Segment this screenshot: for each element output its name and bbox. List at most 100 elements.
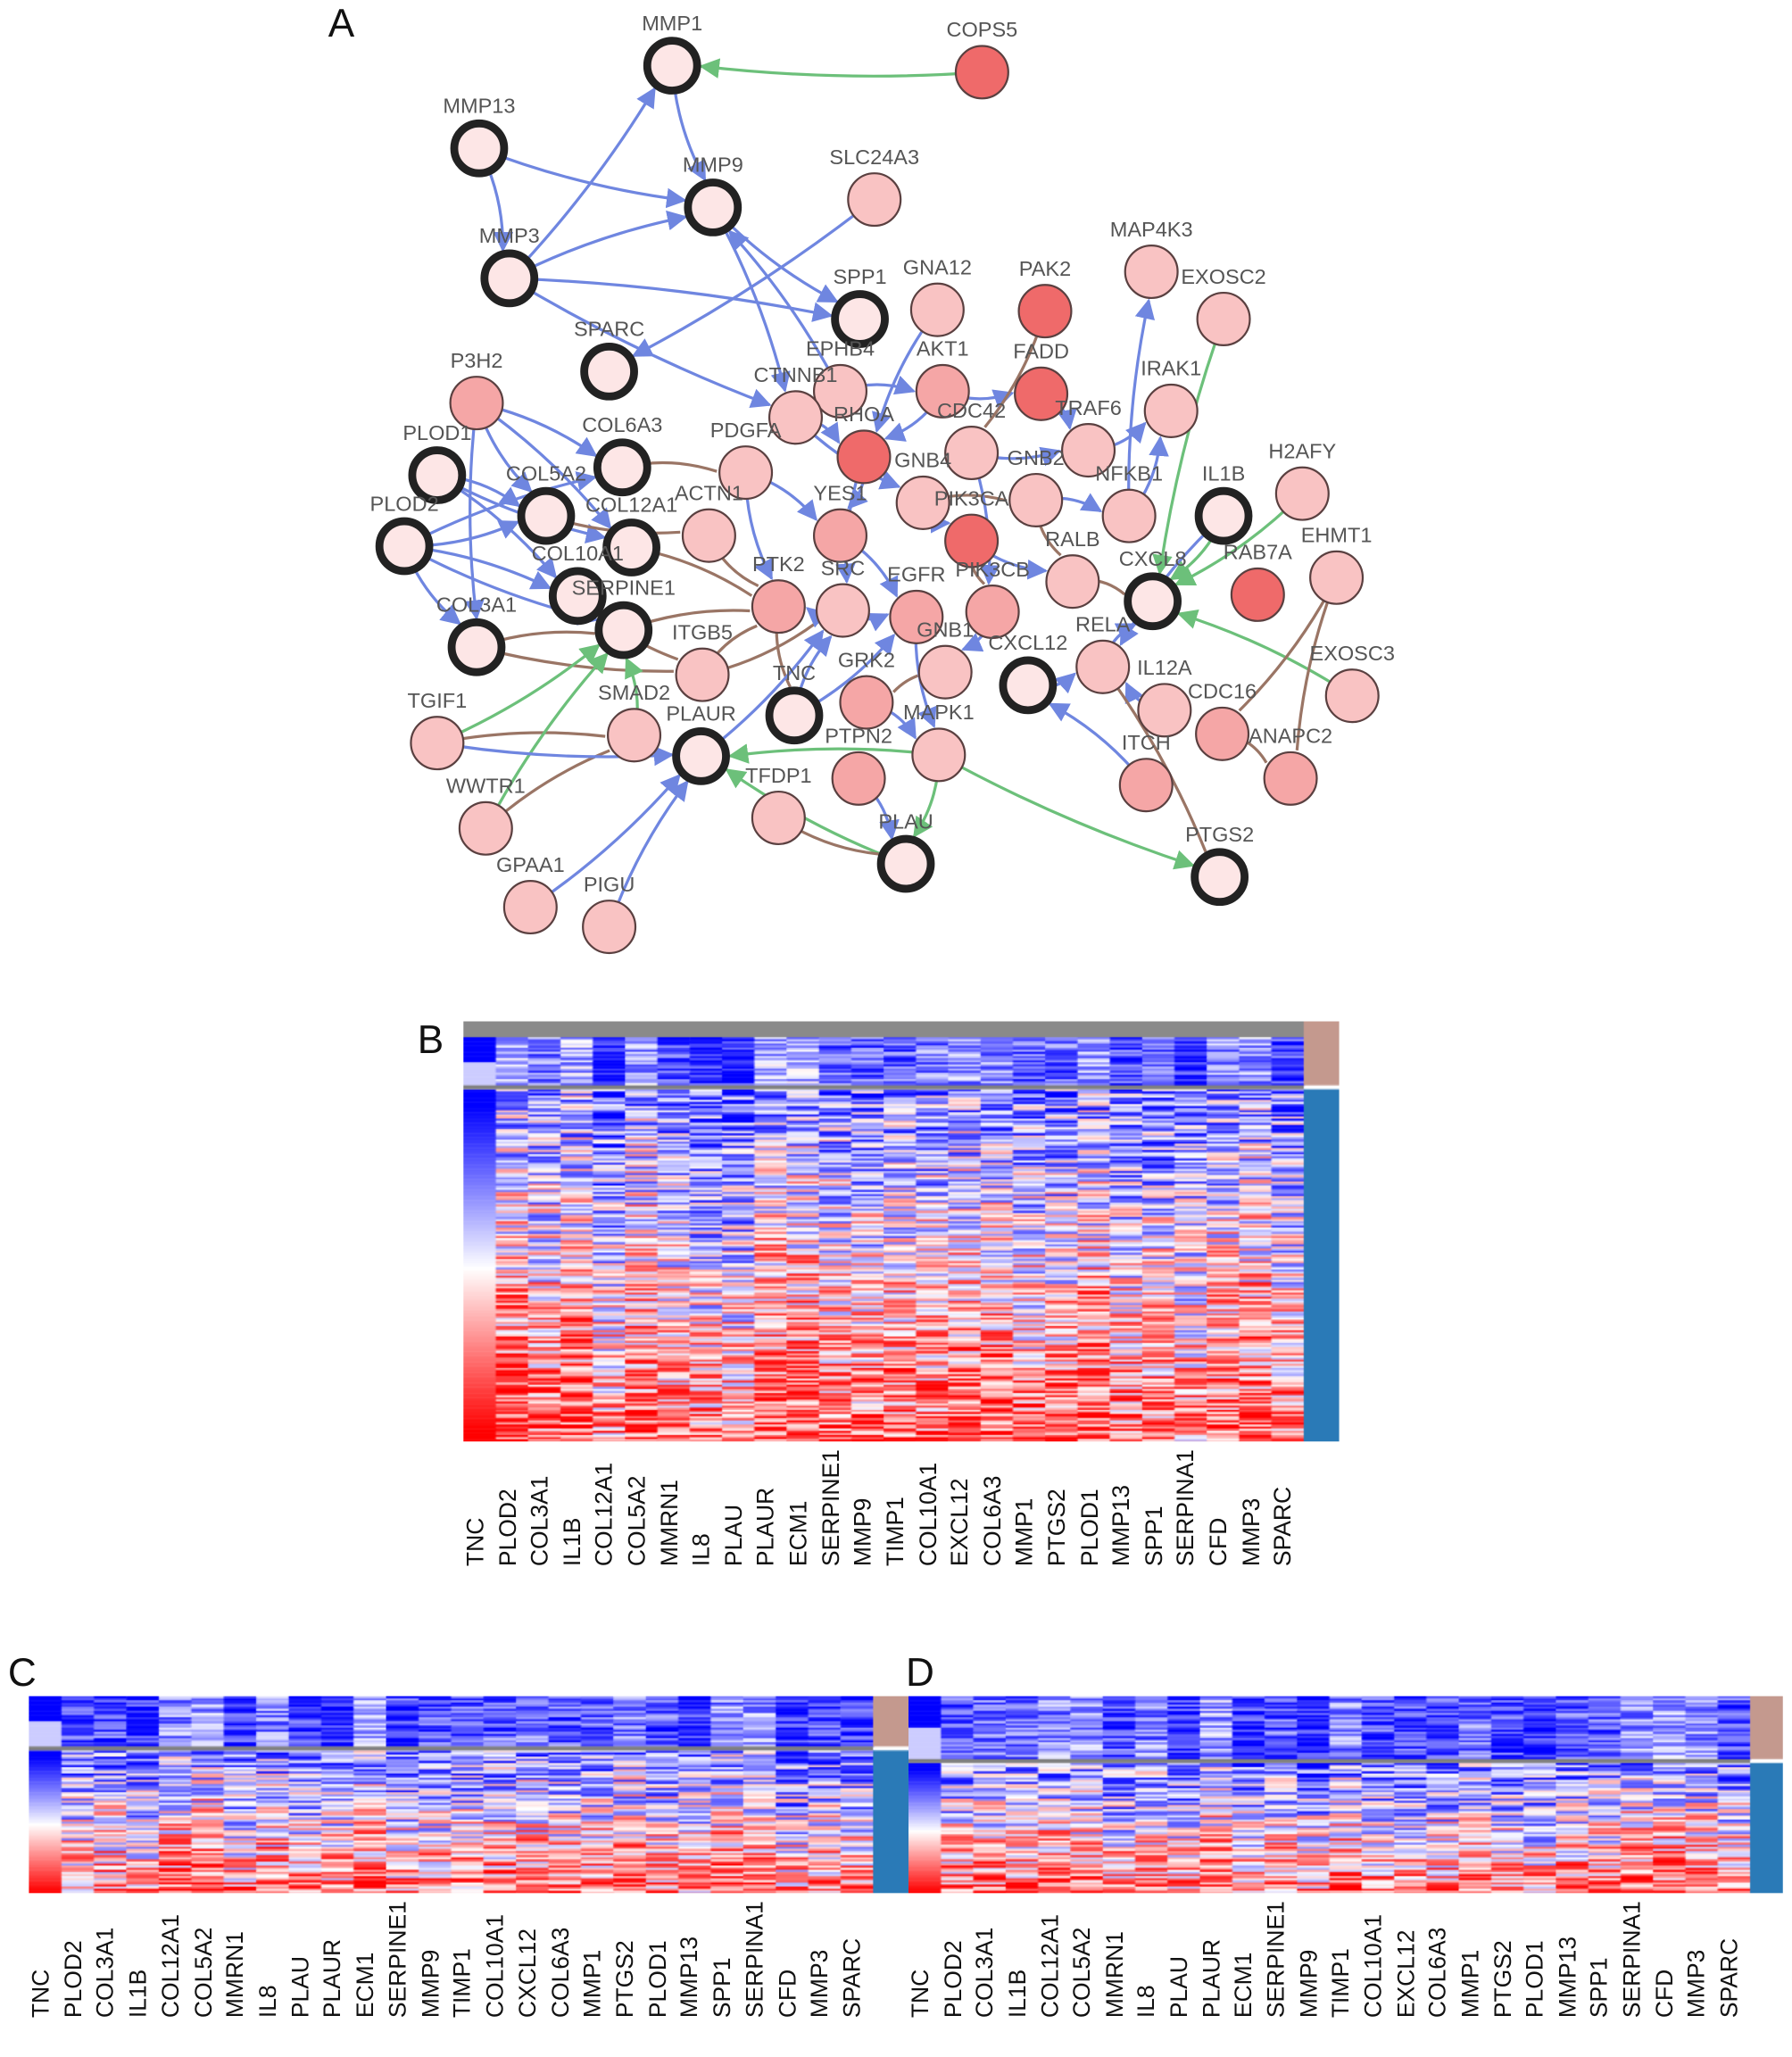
node-COL5A2[interactable] — [517, 486, 576, 545]
node-label: H2AFY — [1268, 439, 1336, 462]
node-P3H2[interactable] — [449, 376, 504, 431]
node-PTPN2[interactable] — [831, 751, 886, 806]
node-EXOSC3[interactable] — [1324, 668, 1380, 724]
node-MMP9[interactable] — [684, 178, 743, 236]
edge-MMP3-MMP1 — [508, 87, 656, 279]
node-GNB1[interactable] — [917, 644, 973, 700]
node-label: SLC24A3 — [829, 145, 919, 169]
node-CTNNB1[interactable] — [767, 390, 824, 445]
node-SMAD2[interactable] — [607, 708, 662, 763]
node-label: EXOSC2 — [1181, 265, 1265, 288]
node-WWTR1[interactable] — [458, 800, 513, 856]
node-ACTN1[interactable] — [681, 508, 736, 563]
node-MMP3[interactable] — [480, 249, 539, 308]
node-TNC[interactable] — [765, 686, 824, 745]
node-NFKB1[interactable] — [1101, 488, 1157, 543]
node-label: ACTN1 — [675, 481, 743, 504]
node-label: TFDP1 — [745, 764, 811, 787]
node-TRAF6[interactable] — [1061, 423, 1116, 478]
node-ITCH[interactable] — [1118, 758, 1174, 813]
node-IL12A[interactable] — [1137, 683, 1192, 738]
node-YES1[interactable] — [812, 508, 868, 563]
node-SLC24A3[interactable] — [847, 172, 902, 228]
node-IRAK1[interactable] — [1143, 383, 1199, 438]
node-SPP1[interactable] — [831, 290, 889, 348]
node-EPHB4[interactable] — [812, 363, 868, 419]
column-label: SPP1 — [1141, 1505, 1167, 1567]
column-label: COL5A2 — [623, 1475, 651, 1567]
node-PTGS2[interactable] — [1191, 848, 1249, 907]
node-FADD[interactable] — [1014, 366, 1069, 421]
node-PLOD2[interactable] — [375, 517, 434, 576]
node-PLOD1[interactable] — [408, 446, 467, 504]
node-COPS5[interactable] — [954, 45, 1009, 100]
node-PIGU[interactable] — [582, 900, 637, 955]
node-AKT1[interactable] — [915, 363, 970, 419]
node-PAK2[interactable] — [1017, 284, 1073, 339]
node-RAB7A[interactable] — [1230, 567, 1285, 622]
column-label: SERPINA1 — [741, 1901, 768, 2019]
node-label: ANAPC2 — [1249, 725, 1332, 748]
node-label: RALB — [1045, 527, 1099, 551]
panel-label-d: D — [906, 1651, 934, 1696]
node-EXOSC2[interactable] — [1196, 291, 1251, 347]
node-ITGB5[interactable] — [675, 647, 730, 702]
column-label: COL12A1 — [1036, 1913, 1063, 2019]
node-SPARC[interactable] — [580, 342, 638, 401]
node-label: EXOSC3 — [1310, 642, 1395, 665]
node-PIK3CA[interactable] — [944, 513, 1000, 568]
node-TFDP1[interactable] — [751, 790, 806, 846]
node-EGFR[interactable] — [889, 589, 944, 644]
node-label: EHMT1 — [1301, 524, 1373, 547]
node-MAP4K3[interactable] — [1124, 244, 1179, 300]
node-MMP13[interactable] — [450, 119, 509, 178]
node-PTK2[interactable] — [751, 579, 806, 635]
node-label: PLOD1 — [402, 421, 471, 444]
node-label: COL3A1 — [436, 593, 517, 617]
column-label: EXCL12 — [946, 1478, 974, 1567]
node-label: PIK3CB — [955, 558, 1030, 581]
node-PDGFA[interactable] — [718, 445, 774, 501]
node-CDC42[interactable] — [944, 426, 1000, 481]
node-label: PAK2 — [1019, 257, 1071, 280]
node-COL10A1[interactable] — [548, 567, 607, 626]
node-GNA12[interactable] — [909, 282, 965, 337]
node-label: PIK3CA — [934, 486, 1009, 510]
node-GNB4[interactable] — [895, 475, 950, 530]
node-MAPK1[interactable] — [911, 727, 967, 783]
edge-MAPK1-PTGS2 — [938, 753, 1196, 870]
node-IL1B[interactable] — [1194, 486, 1253, 545]
node-CXCL12[interactable] — [999, 656, 1058, 715]
node-H2AFY[interactable] — [1274, 466, 1330, 521]
node-PIK3CB[interactable] — [965, 585, 1020, 640]
heatmap-b-column-labels: TNC PLOD2 COL3A1 IL1B COL12A1 COL5A2 MMRN1 IL8 P… — [462, 1449, 1304, 1567]
node-PLAU[interactable] — [876, 834, 935, 893]
column-label: MMRN1 — [1101, 1931, 1128, 2019]
node-GNB2[interactable] — [1008, 472, 1064, 528]
node-RHOA[interactable] — [836, 429, 892, 485]
node-COL3A1[interactable] — [447, 618, 506, 676]
node-COL6A3[interactable] — [593, 438, 651, 497]
node-RELA[interactable] — [1075, 639, 1131, 694]
node-SERPINE1[interactable] — [594, 601, 653, 659]
node-PLAUR[interactable] — [672, 726, 730, 785]
column-label: MMP3 — [806, 1949, 834, 2019]
node-CDC16[interactable] — [1195, 706, 1250, 761]
node-TGIF1[interactable] — [410, 716, 465, 771]
edge-WWTR1-SERPINE1 — [484, 652, 609, 830]
node-CXCL8[interactable] — [1124, 572, 1182, 631]
column-label: PLAUR — [319, 1938, 346, 2019]
node-GRK2[interactable] — [839, 675, 894, 730]
node-label: IL12A — [1137, 656, 1192, 679]
node-MMP1[interactable] — [643, 37, 701, 95]
node-RALB[interactable] — [1045, 554, 1100, 610]
column-label: PLAU — [286, 1955, 314, 2019]
node-label: CXCL12 — [988, 631, 1067, 654]
node-SRC[interactable] — [815, 583, 870, 638]
node-COL12A1[interactable] — [602, 518, 660, 576]
column-label: SERPINE1 — [817, 1449, 844, 1567]
node-EHMT1[interactable] — [1309, 550, 1365, 605]
node-GPAA1[interactable] — [502, 880, 558, 935]
node-ANAPC2[interactable] — [1263, 751, 1318, 806]
heatmap-b — [463, 1021, 1340, 1442]
